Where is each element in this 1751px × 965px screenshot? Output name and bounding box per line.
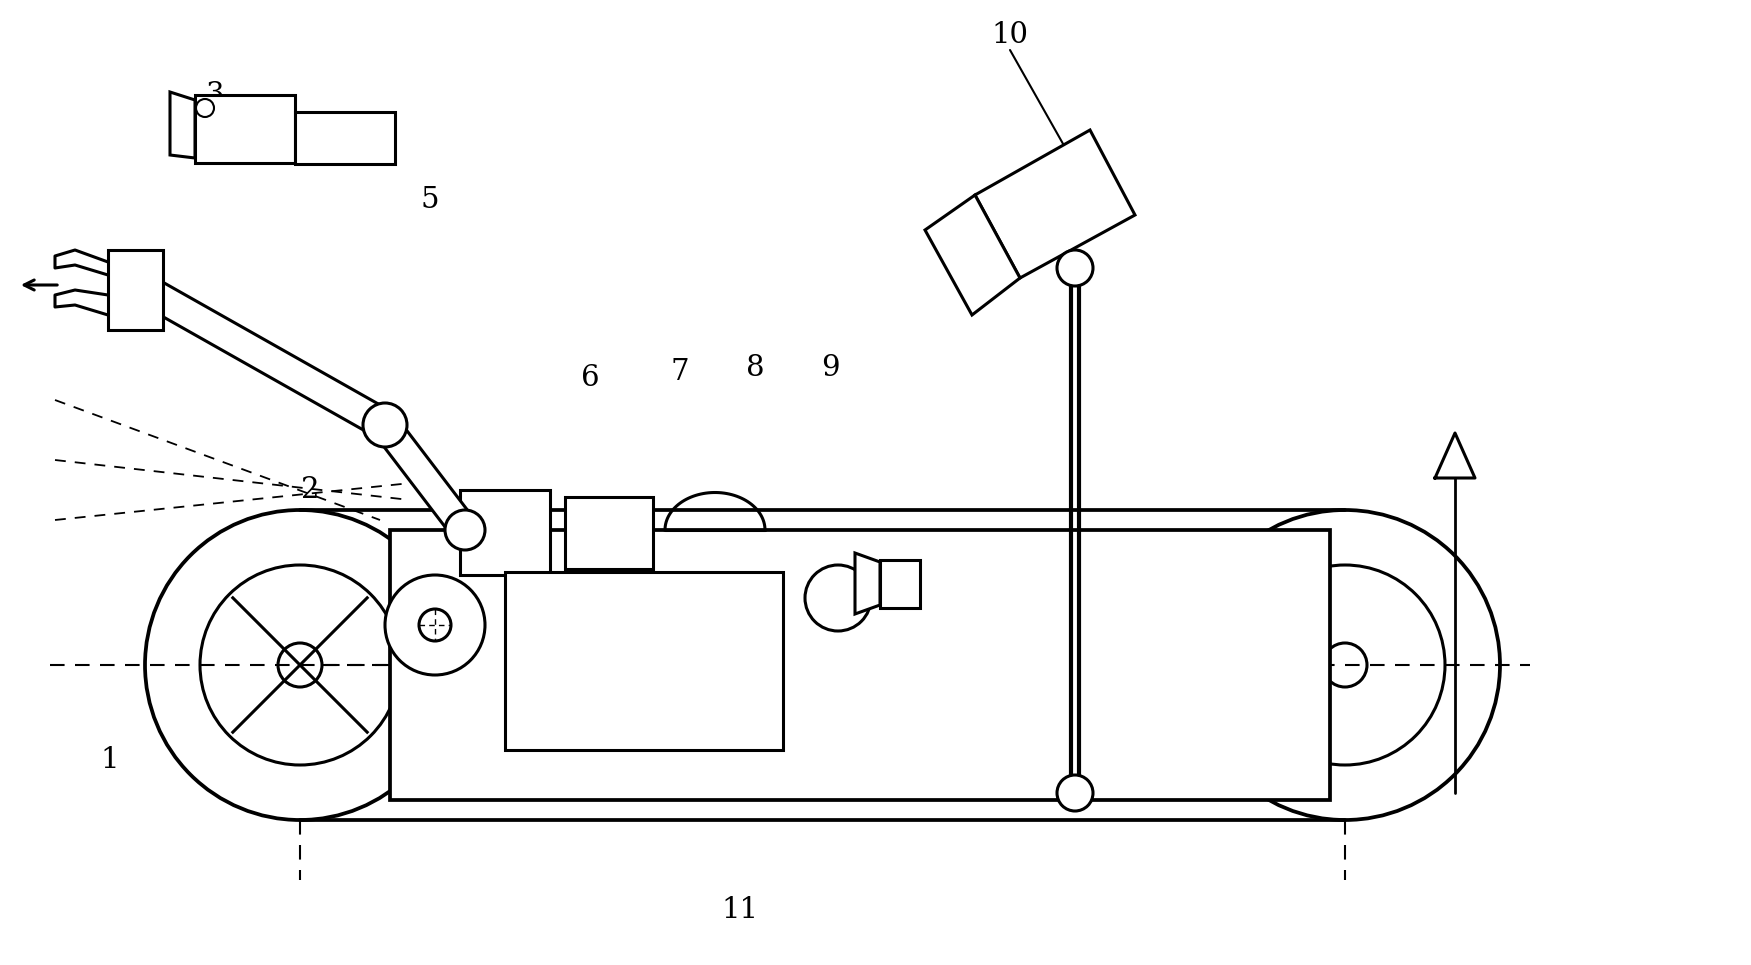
Text: 1: 1 <box>102 746 119 774</box>
Text: 6: 6 <box>581 364 599 392</box>
Text: 2: 2 <box>301 476 319 504</box>
Polygon shape <box>147 282 392 438</box>
Circle shape <box>145 510 455 820</box>
Bar <box>390 530 1331 800</box>
Circle shape <box>385 575 485 675</box>
Text: 5: 5 <box>420 186 440 214</box>
Text: 10: 10 <box>991 21 1028 49</box>
Text: 8: 8 <box>746 354 765 382</box>
Circle shape <box>445 510 485 550</box>
Circle shape <box>362 403 406 447</box>
Text: 7: 7 <box>671 358 690 386</box>
Text: 11: 11 <box>721 896 758 924</box>
Bar <box>566 497 653 569</box>
Bar <box>461 490 550 575</box>
Circle shape <box>1191 510 1501 820</box>
Circle shape <box>1058 250 1093 286</box>
Polygon shape <box>881 560 919 608</box>
Text: 3: 3 <box>205 81 224 109</box>
Circle shape <box>1324 643 1368 687</box>
Bar <box>504 572 783 750</box>
Bar <box>294 112 396 164</box>
Polygon shape <box>925 195 1021 315</box>
Polygon shape <box>375 417 476 538</box>
Text: 9: 9 <box>821 354 839 382</box>
Polygon shape <box>170 92 194 158</box>
Circle shape <box>805 565 870 631</box>
Polygon shape <box>975 130 1135 278</box>
Polygon shape <box>854 553 881 614</box>
Bar <box>194 95 294 163</box>
Circle shape <box>1245 565 1445 765</box>
Bar <box>109 250 163 330</box>
Circle shape <box>1058 775 1093 811</box>
Circle shape <box>200 565 399 765</box>
Circle shape <box>196 99 214 117</box>
Circle shape <box>418 609 452 641</box>
Circle shape <box>278 643 322 687</box>
Text: 4: 4 <box>291 111 310 139</box>
